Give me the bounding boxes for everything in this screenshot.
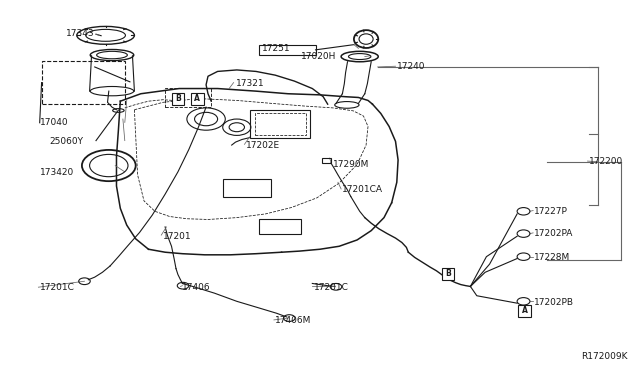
Bar [42,61,125,104]
Text: 17040: 17040 [40,118,68,127]
Text: 17202PA: 17202PA [534,229,574,238]
Text: A: A [522,307,528,315]
Text: 17202PB: 17202PB [534,298,575,307]
Text: 17201CA: 17201CA [342,185,383,194]
Text: 17406: 17406 [182,283,211,292]
Bar [322,158,331,163]
Text: 172200: 172200 [589,157,623,166]
Text: 173420: 173420 [40,169,74,177]
Bar [223,179,271,197]
Bar [172,93,184,105]
Bar [250,110,310,138]
Text: 17251: 17251 [262,44,291,53]
Bar [442,268,454,280]
Text: R172009K: R172009K [580,352,627,361]
Text: 17227P: 17227P [534,207,568,216]
Text: 17240: 17240 [397,62,426,71]
Text: 17020H: 17020H [301,52,336,61]
Bar [518,305,531,317]
Text: A: A [194,94,200,103]
Text: B: B [445,269,451,278]
Text: 17202E: 17202E [246,141,280,150]
Text: 17343: 17343 [66,29,95,38]
Bar [259,45,316,55]
Text: 17290M: 17290M [333,160,369,169]
Text: 17406M: 17406M [275,316,312,325]
Text: 17201: 17201 [163,232,192,241]
Text: 17228M: 17228M [534,253,571,262]
Text: 17201C: 17201C [314,283,348,292]
Text: 17201C: 17201C [40,283,74,292]
Bar [191,93,204,105]
Text: 25060Y: 25060Y [49,137,83,146]
Bar [259,219,301,234]
Text: B: B [175,94,180,103]
Text: 17321: 17321 [236,79,264,88]
Bar [165,88,211,107]
Bar [255,113,306,135]
